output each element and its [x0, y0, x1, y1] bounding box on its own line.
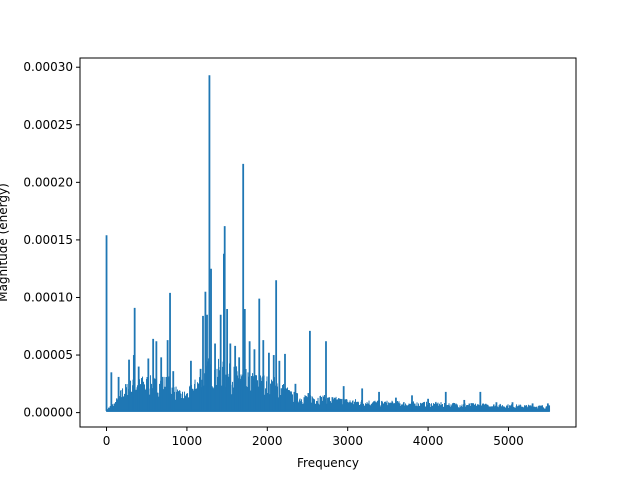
- x-tick-label: 4000: [413, 434, 444, 448]
- axes-frame: [79, 57, 577, 428]
- x-tick-label: 3000: [332, 434, 363, 448]
- x-tick-label: 0: [103, 434, 111, 448]
- series-line: [105, 75, 551, 412]
- x-tick-label: 2000: [252, 434, 283, 448]
- y-axis-label: Magnitude (energy): [0, 183, 10, 302]
- y-tick-label: 0.00025: [23, 118, 73, 132]
- y-tick-label: 0.00010: [23, 290, 73, 304]
- x-tick-label: 1000: [172, 434, 203, 448]
- x-axis: 0 1000 2000 3000 4000 5000: [103, 427, 524, 448]
- x-axis-label: Frequency: [297, 456, 359, 470]
- y-tick-label: 0.00005: [23, 348, 73, 362]
- y-tick-label: 0.00000: [23, 406, 73, 420]
- y-tick-label: 0.00020: [23, 175, 73, 189]
- y-tick-label: 0.00015: [23, 233, 73, 247]
- x-tick-label: 5000: [493, 434, 524, 448]
- y-tick-label: 0.00030: [23, 60, 73, 74]
- y-axis: 0.00000 0.00005 0.00010 0.00015 0.00020 0.000…: [23, 60, 80, 420]
